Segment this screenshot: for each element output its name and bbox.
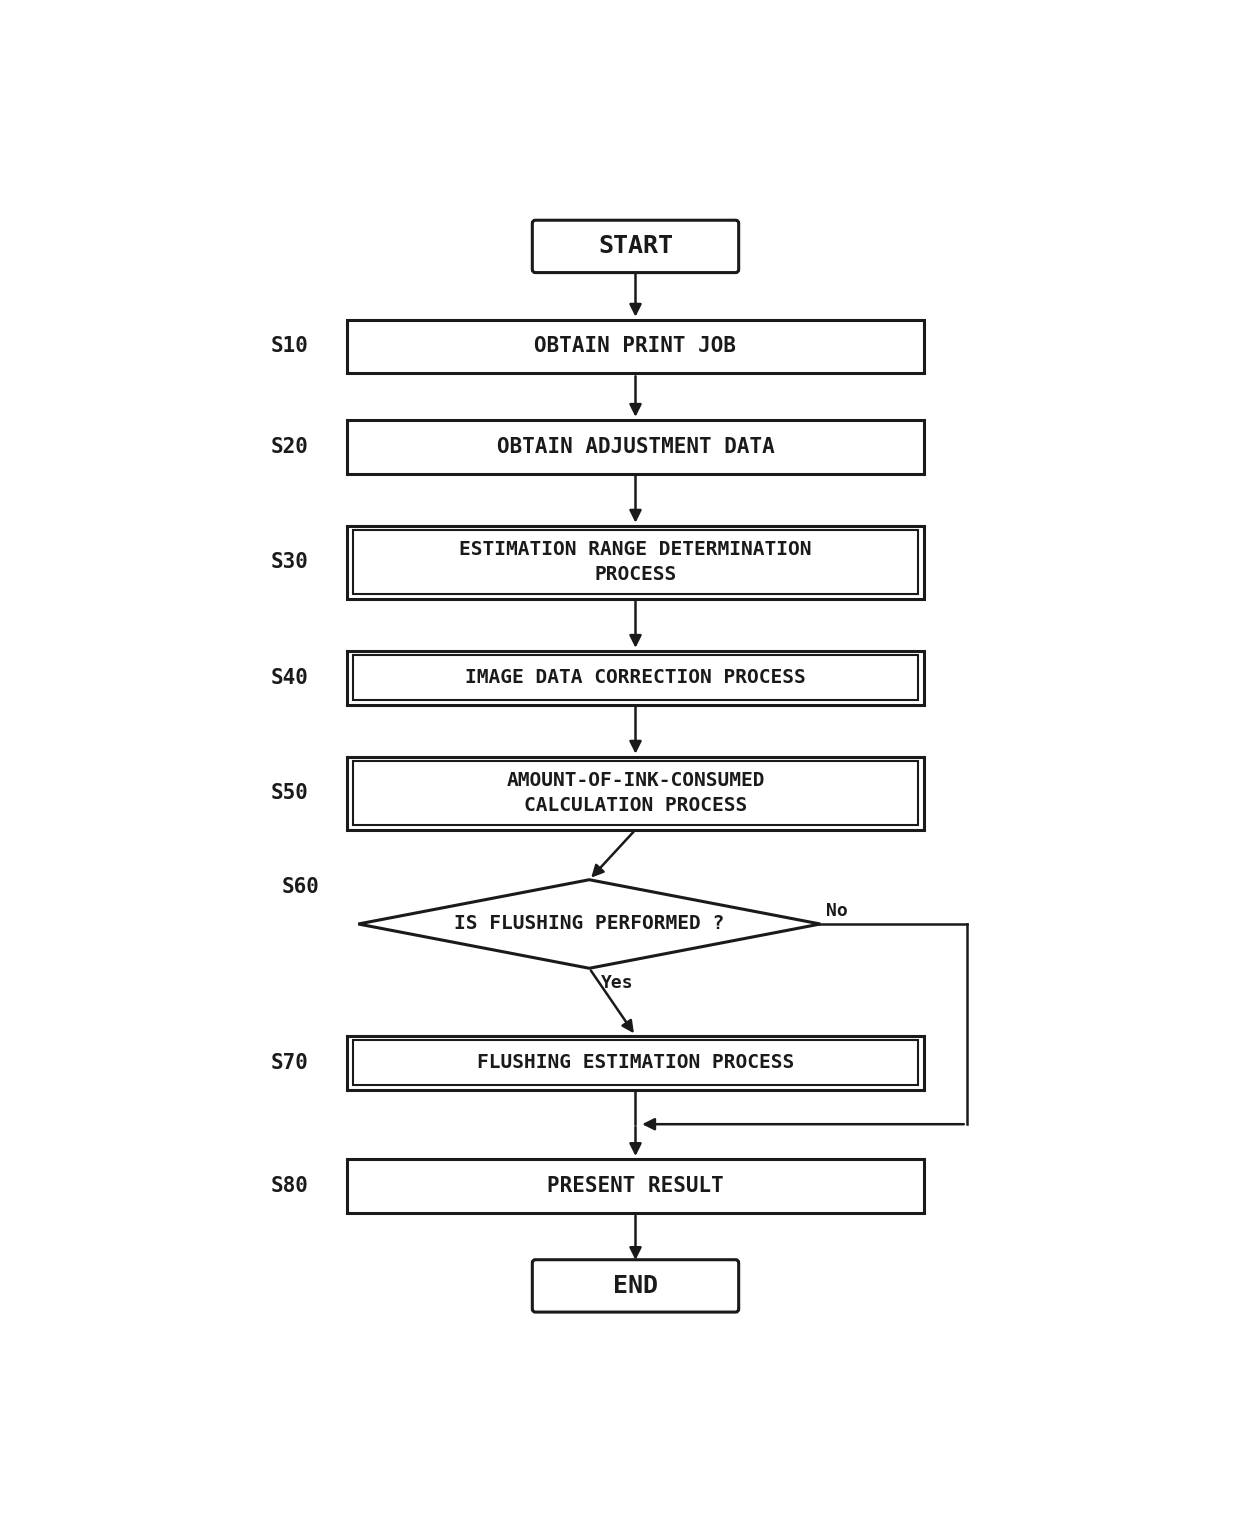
Text: AMOUNT-OF-INK-CONSUMED
CALCULATION PROCESS: AMOUNT-OF-INK-CONSUMED CALCULATION PROCE… bbox=[506, 772, 765, 815]
Bar bbox=[347, 319, 924, 373]
Text: No: No bbox=[826, 902, 848, 919]
Text: S20: S20 bbox=[270, 437, 309, 456]
Text: OBTAIN ADJUSTMENT DATA: OBTAIN ADJUSTMENT DATA bbox=[497, 437, 774, 456]
Bar bbox=[353, 761, 918, 825]
Text: OBTAIN PRINT JOB: OBTAIN PRINT JOB bbox=[534, 337, 737, 356]
Text: END: END bbox=[613, 1274, 658, 1298]
Bar bbox=[347, 1035, 924, 1089]
Polygon shape bbox=[358, 879, 821, 969]
Text: S60: S60 bbox=[281, 878, 320, 898]
Bar bbox=[353, 1041, 918, 1084]
Text: IMAGE DATA CORRECTION PROCESS: IMAGE DATA CORRECTION PROCESS bbox=[465, 668, 806, 687]
Bar bbox=[347, 419, 924, 474]
Text: S80: S80 bbox=[270, 1177, 309, 1195]
Text: S70: S70 bbox=[270, 1053, 309, 1072]
Bar bbox=[347, 650, 924, 704]
Text: FLUSHING ESTIMATION PROCESS: FLUSHING ESTIMATION PROCESS bbox=[477, 1053, 794, 1072]
Text: PRESENT RESULT: PRESENT RESULT bbox=[547, 1177, 724, 1195]
Bar bbox=[347, 756, 924, 830]
Bar bbox=[347, 1158, 924, 1212]
Text: S30: S30 bbox=[270, 553, 309, 571]
Text: IS FLUSHING PERFORMED ?: IS FLUSHING PERFORMED ? bbox=[454, 915, 724, 933]
FancyBboxPatch shape bbox=[532, 1260, 739, 1312]
FancyBboxPatch shape bbox=[532, 220, 739, 273]
Text: Yes: Yes bbox=[601, 975, 634, 992]
Bar bbox=[353, 654, 918, 699]
Text: START: START bbox=[598, 234, 673, 259]
Text: ESTIMATION RANGE DETERMINATION
PROCESS: ESTIMATION RANGE DETERMINATION PROCESS bbox=[459, 541, 812, 584]
Bar bbox=[353, 530, 918, 594]
Text: S50: S50 bbox=[270, 784, 309, 802]
Bar bbox=[347, 525, 924, 599]
Text: S10: S10 bbox=[270, 337, 309, 356]
Text: S40: S40 bbox=[270, 668, 309, 687]
